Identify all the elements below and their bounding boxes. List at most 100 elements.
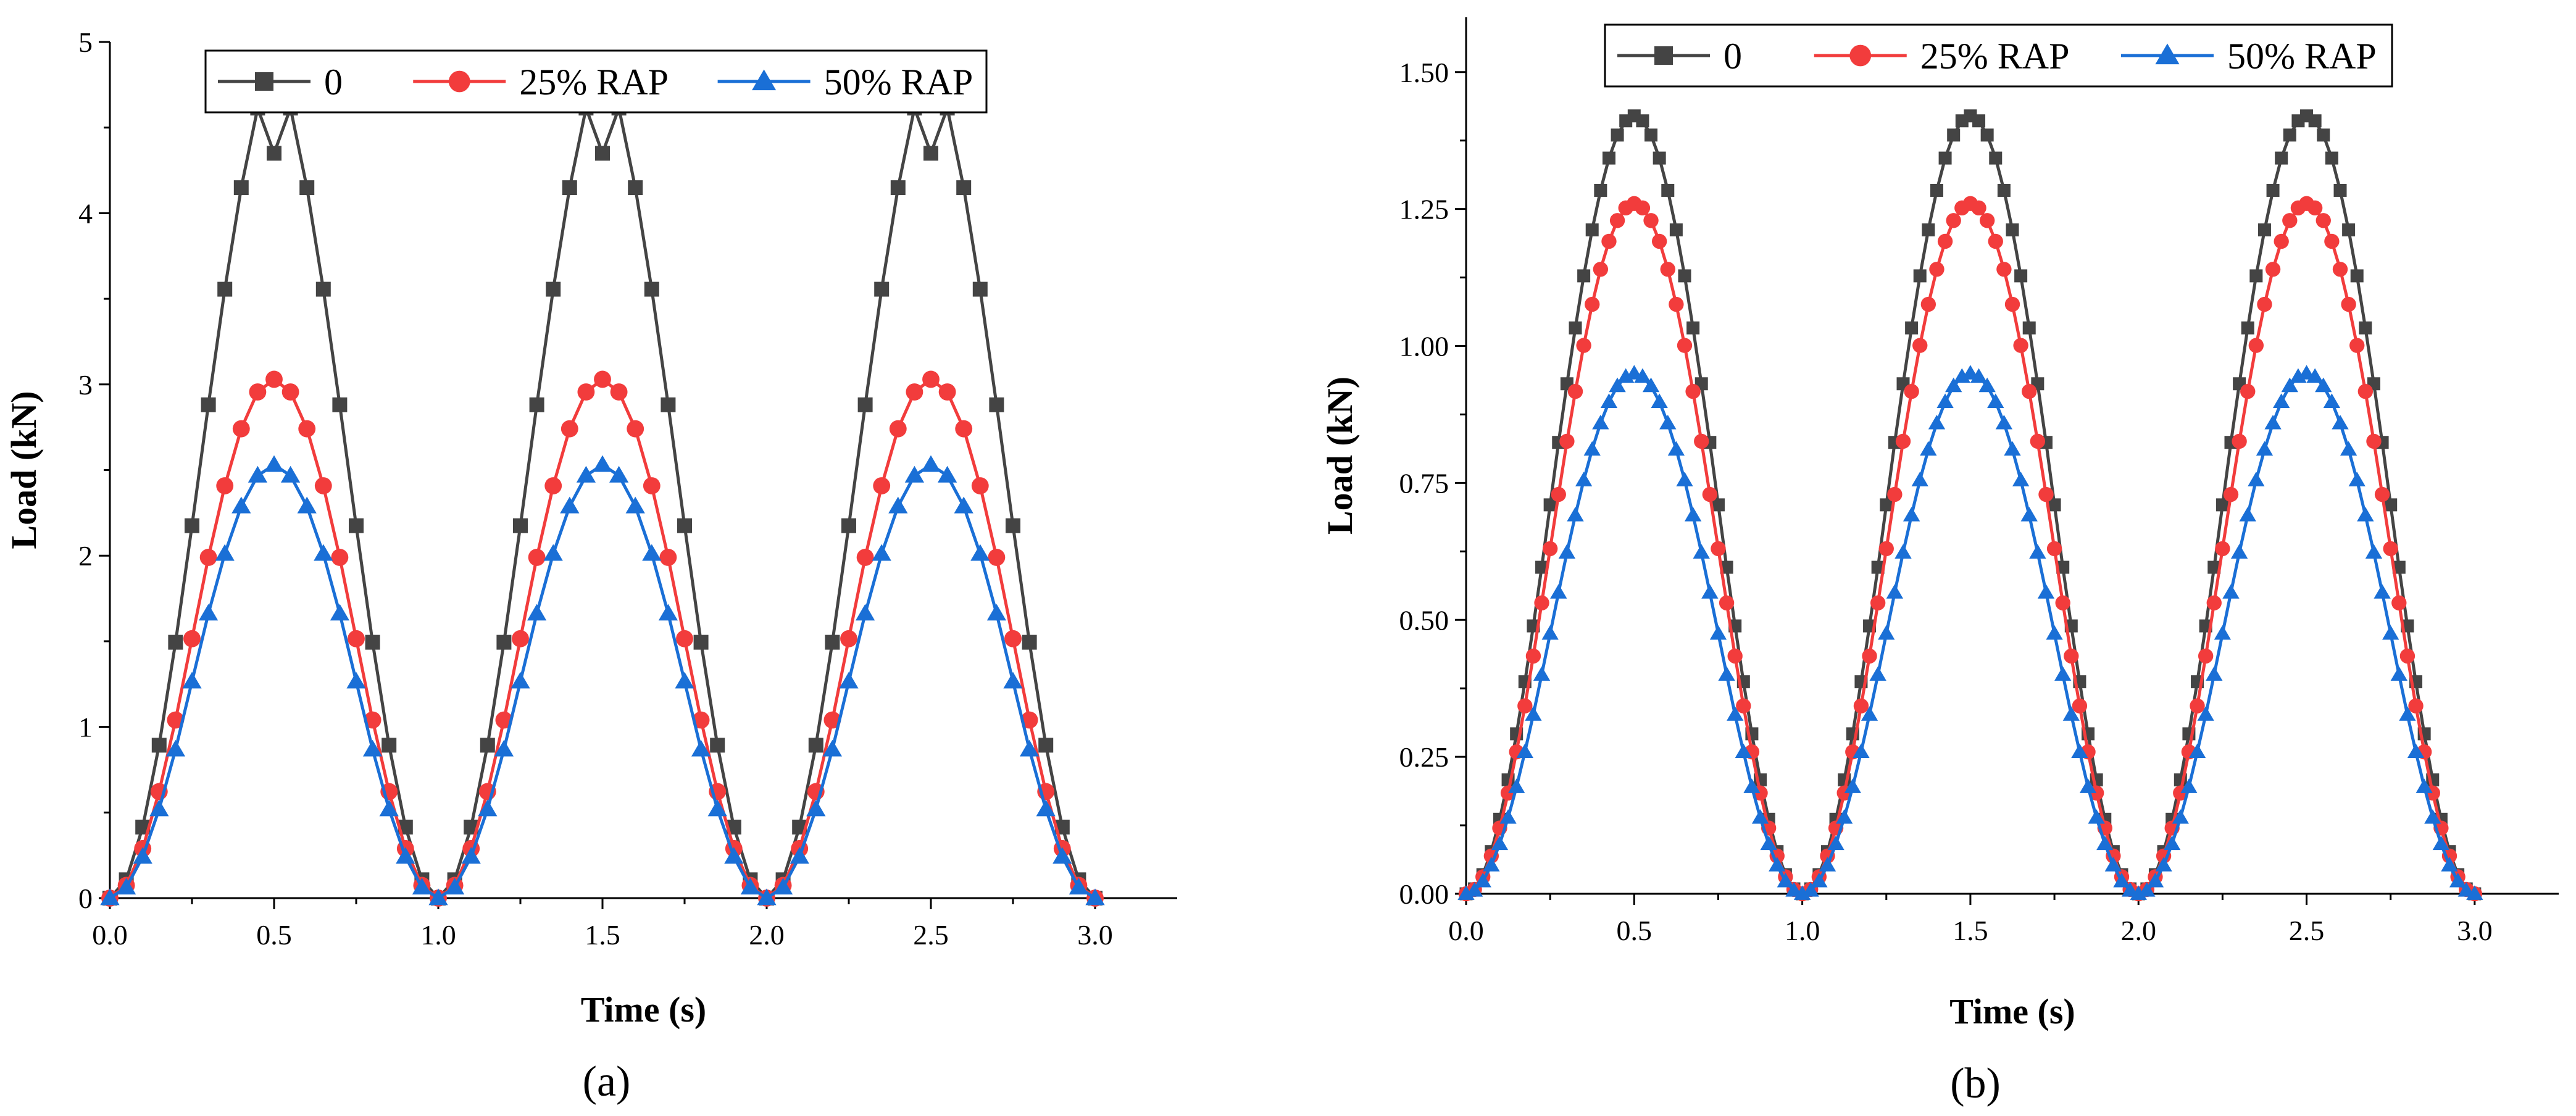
data-point [1592,414,1609,430]
data-point [1819,857,1836,872]
data-point [1844,778,1861,793]
data-point [2382,625,2399,640]
x-tick-label: 2.5 [2289,915,2325,946]
data-point [855,604,875,621]
data-point [2392,560,2406,574]
legend-label-2: 50% RAP [824,62,973,102]
data-point [1593,262,1609,277]
data-point [577,383,595,401]
data-point [2240,383,2256,399]
data-point [215,544,235,561]
data-point [2424,809,2441,824]
data-point [2432,835,2450,851]
data-point [890,180,906,196]
legend: 0 25% RAP 50% RAP [1604,23,2393,88]
data-point [986,604,1007,621]
data-point [938,383,956,401]
series-line-2 [109,463,1096,900]
data-point [1827,835,1844,851]
data-point [1559,433,1575,449]
data-point [544,477,562,494]
data-point [2340,441,2357,456]
data-point [937,465,957,483]
data-point [2062,706,2080,721]
y-axis-title: Load (kN) [1320,377,1360,535]
data-point [1922,223,1935,236]
data-point [1937,233,1953,249]
data-point [511,672,530,689]
y-tick-label: 0.75 [1399,467,1449,499]
data-point [1600,393,1618,408]
data-point [2349,338,2365,353]
data-point [1609,377,1626,393]
legend-label-2: 50% RAP [2227,36,2377,77]
data-point [691,739,711,757]
x-tick-label: 1.0 [420,919,456,951]
data-point [1743,778,1761,793]
data-point [513,518,528,533]
data-point [609,465,629,483]
data-point [231,496,251,514]
data-point [1667,441,1685,456]
data-point [773,878,793,895]
data-point [2230,544,2248,559]
data-point [264,455,284,472]
data-point [348,630,365,648]
data-point [595,146,610,161]
data-point [346,672,366,689]
data-point [1989,151,2003,165]
data-point [314,477,332,494]
data-point [1735,743,1752,759]
x-axis-title: Time (s) [1949,991,2075,1031]
data-point [1719,595,1735,610]
data-point [216,477,234,494]
data-point [1836,809,1853,824]
data-point [527,604,547,621]
data-point [1585,223,1599,236]
x-tick-label: 2.0 [2120,915,2156,946]
data-point [2029,544,2046,559]
data-point [610,383,628,401]
data-point [841,518,856,533]
data-point [1895,433,1911,449]
x-tick-label: 0.5 [1617,915,1653,946]
data-point [2374,584,2391,599]
data-point [1634,368,1651,383]
data-point [331,549,349,566]
data-point [560,496,580,514]
data-point [1038,738,1054,753]
series-markers-2 [1457,365,2483,900]
data-point [2282,213,2298,228]
data-point [201,397,216,412]
data-point [2055,595,2070,610]
data-point [2366,433,2382,449]
y-tick-label: 1.50 [1399,57,1449,88]
data-point [1947,128,1961,142]
data-point [561,420,578,438]
data-point [1871,560,1885,574]
legend-label-1: 25% RAP [519,62,669,102]
data-point [2357,507,2374,522]
data-point [1972,114,1986,128]
data-point [2014,269,2028,283]
y-tick-label: 0.50 [1399,604,1449,636]
data-point [167,711,185,729]
data-point [1736,698,1751,714]
data-point [444,878,465,895]
data-point [428,888,448,906]
data-point [1534,595,1549,610]
x-tick-label: 3.0 [2457,915,2493,946]
data-point [1491,835,1509,851]
data-point [2323,393,2341,408]
data-point [1894,544,1912,559]
data-point [710,738,725,753]
legend-marker-2 [2155,43,2180,65]
data-point [2232,433,2247,449]
data-point [676,630,693,648]
data-point [381,738,397,753]
data-point [1601,233,1617,249]
data-point [822,739,843,757]
data-point [1929,262,1945,277]
data-point [1878,541,1894,557]
data-point [496,635,512,650]
